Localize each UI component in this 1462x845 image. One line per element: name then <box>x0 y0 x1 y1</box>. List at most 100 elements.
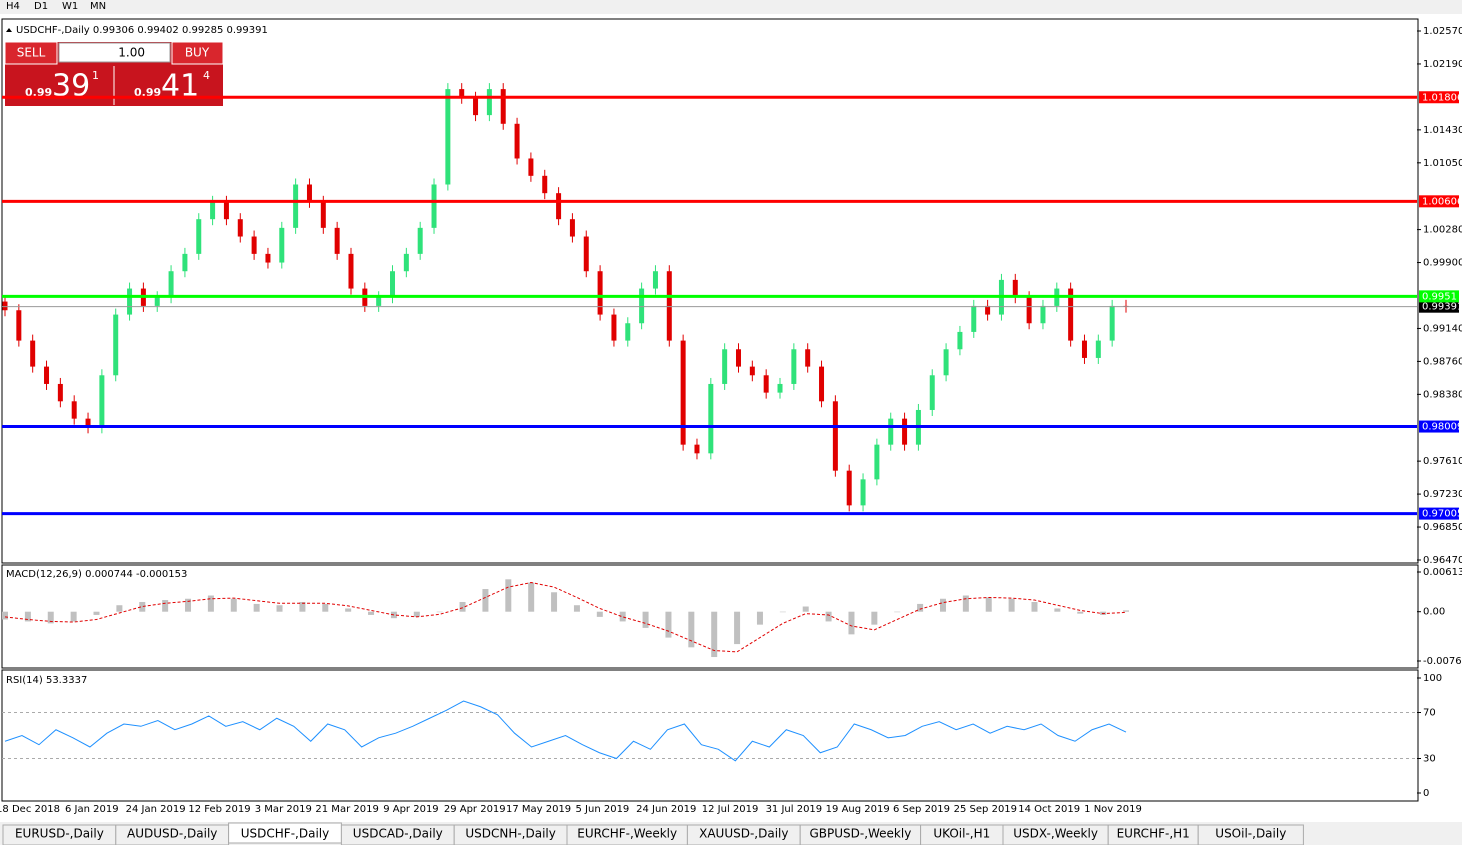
candle <box>500 89 506 124</box>
timeframe[interactable]: H4 <box>6 1 20 12</box>
y-tick-label: 1.02570 <box>1423 26 1462 37</box>
macd-bar <box>642 611 649 628</box>
macd-bar <box>413 611 420 617</box>
y-tick-label: 1.01430 <box>1423 125 1462 136</box>
candle <box>1040 305 1046 324</box>
candle <box>791 349 797 384</box>
buy-button[interactable] <box>171 41 224 65</box>
candle <box>597 271 603 315</box>
y-tick-label: 0.99900 <box>1423 258 1462 269</box>
candle <box>1012 279 1018 298</box>
macd-label: MACD(12,26,9) 0.000744 -0.000153 <box>6 569 187 580</box>
macd-bar <box>1123 610 1129 612</box>
level-label: 1.00606 <box>1422 196 1462 207</box>
macd-bar <box>1077 611 1084 614</box>
tab-label: EURCHF-,H1 <box>1117 827 1190 841</box>
y-tick-label: 0 <box>1423 788 1429 799</box>
y-tick-label: 1.00280 <box>1423 225 1462 236</box>
tab-label: XAUUSD-,Daily <box>699 827 788 841</box>
level-label: 1.01806 <box>1422 92 1462 103</box>
x-tick-label: 12 Feb 2019 <box>188 804 250 815</box>
macd-bar <box>322 603 329 612</box>
candle <box>71 401 77 419</box>
candle <box>735 349 741 367</box>
macd-bar <box>276 605 283 612</box>
rsi-label: RSI(14) 53.3337 <box>6 675 87 686</box>
collapse-icon <box>6 28 12 32</box>
x-tick-label: 21 Mar 2019 <box>315 804 378 815</box>
candle <box>1026 297 1032 324</box>
candle <box>1068 288 1074 341</box>
macd-bar <box>573 605 580 612</box>
sell-frac: 1 <box>92 69 99 82</box>
candle <box>85 418 91 428</box>
y-tick-label: 0.00 <box>1423 607 1445 618</box>
main-frame <box>1 18 1419 564</box>
candle <box>223 201 229 220</box>
macd-bar <box>894 611 901 613</box>
timeframe[interactable]: W1 <box>62 1 78 12</box>
tab-label: USDX-,Weekly <box>1013 827 1098 841</box>
sell-label: SELL <box>17 46 46 60</box>
macd-bar <box>70 611 77 622</box>
rsi-line <box>4 700 1127 762</box>
lot-input[interactable] <box>58 42 171 63</box>
x-tick-label: 9 Apr 2019 <box>383 804 438 815</box>
candle <box>902 418 908 445</box>
x-tick-label: 5 Jun 2019 <box>576 804 630 815</box>
level-tag <box>1419 195 1459 208</box>
candle <box>44 366 50 384</box>
candle <box>30 340 36 367</box>
macd-bar <box>665 611 672 638</box>
candle <box>874 444 880 480</box>
macd-bar <box>917 603 924 612</box>
macd-bar <box>345 608 352 612</box>
macd-bar <box>207 595 214 612</box>
candle <box>473 97 479 116</box>
candle <box>210 201 216 220</box>
x-tick-label: 25 Sep 2019 <box>954 804 1017 815</box>
macd-signal <box>4 582 1127 653</box>
candle <box>182 253 188 272</box>
candle <box>639 288 645 324</box>
candle <box>846 470 852 506</box>
candle <box>680 340 686 445</box>
macd-bar <box>459 601 466 612</box>
x-tick-label: 1 Nov 2019 <box>1084 804 1142 815</box>
x-tick-label: 31 Jul 2019 <box>766 804 823 815</box>
candle <box>334 227 340 254</box>
candle <box>819 366 825 402</box>
tab-label: EURUSD-,Daily <box>15 827 104 841</box>
level-tag <box>1419 290 1459 303</box>
x-tick-label: 18 Dec 2018 <box>0 804 60 815</box>
macd-bar <box>139 601 146 612</box>
candle <box>1081 340 1087 358</box>
y-tick-label: 70 <box>1423 708 1436 719</box>
candle <box>196 219 202 254</box>
y-tick-label: 0.97610 <box>1423 456 1462 467</box>
y-tick-label: 100 <box>1423 673 1442 684</box>
candle <box>486 89 492 116</box>
macd-bar <box>436 611 443 613</box>
rsi-frame <box>1 669 1419 802</box>
y-tick-label: 1.02190 <box>1423 59 1462 70</box>
candle <box>1095 340 1101 358</box>
tab-label: USOil-,Daily <box>1215 827 1286 841</box>
timeframe[interactable]: D1 <box>34 1 48 12</box>
y-tick-label: 0.97230 <box>1423 489 1462 500</box>
tab[interactable] <box>1197 824 1304 845</box>
y-tick-label: 0.96470 <box>1423 555 1462 566</box>
y-tick-label: -0.007612 <box>1423 656 1462 667</box>
candle <box>403 253 409 272</box>
tab-label: GBPUSD-,Weekly <box>809 827 911 841</box>
candle <box>722 349 728 384</box>
macd-bar <box>162 600 169 612</box>
lot-value: 1.00 <box>118 46 145 60</box>
sell-button[interactable] <box>4 41 58 65</box>
candle <box>445 89 451 185</box>
x-tick-label: 6 Jan 2019 <box>65 804 119 815</box>
timeframe[interactable]: MN <box>90 1 106 12</box>
macd-bar <box>1008 598 1015 612</box>
level-label: 0.98009 <box>1422 422 1462 433</box>
